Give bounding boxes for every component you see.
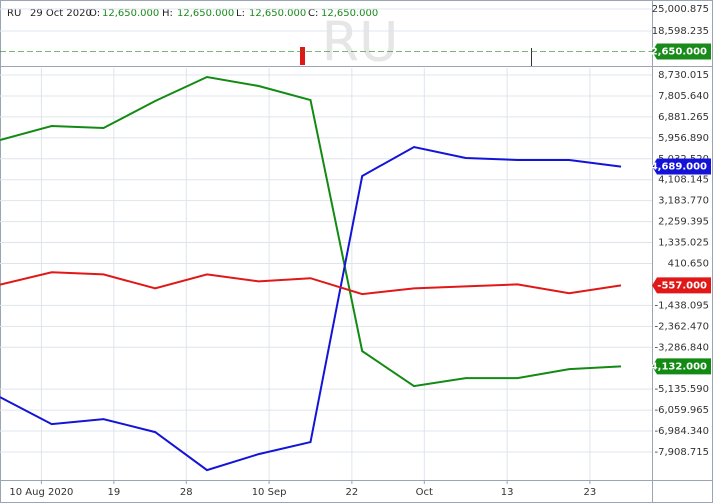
y-tick-label: 25,000.875 xyxy=(652,4,709,15)
y-tick-label: 410.650 xyxy=(668,258,709,269)
y-tick-label: 5,956.890 xyxy=(658,133,709,144)
y-tick-label: -5,135.590 xyxy=(654,384,709,395)
y-tick-label: -7,908.715 xyxy=(654,447,709,458)
price-badge xyxy=(652,358,711,375)
series-line xyxy=(0,75,622,388)
y-tick-label: 3,183.770 xyxy=(658,196,709,207)
high: 12,650.000 xyxy=(177,8,234,19)
price-badge-label: 12,650.000 xyxy=(644,46,707,57)
header: RU 29 Oct 2020 O: 12,650.000 H: 12,650.0… xyxy=(7,8,378,19)
low: 12,650.000 xyxy=(249,8,306,19)
close: 12,650.000 xyxy=(321,8,378,19)
y-tick-label: -1,438.095 xyxy=(654,300,709,311)
price-badge xyxy=(652,277,711,294)
y-tick-label: -2,362.470 xyxy=(654,321,709,332)
x-tick-label: 22 xyxy=(346,487,359,498)
date: 29 Oct 2020 xyxy=(30,8,92,19)
series-line xyxy=(0,145,622,472)
y-tick-label: 1,335.025 xyxy=(658,238,709,249)
y-tick-label: -3,286.840 xyxy=(654,342,709,353)
label: O: xyxy=(89,8,100,19)
x-tick-label: 13 xyxy=(501,487,514,498)
y-tick-label: 4,108.145 xyxy=(658,175,709,186)
y-tick-label: -6,059.965 xyxy=(654,405,709,416)
series-line xyxy=(0,271,622,296)
symbol: RU xyxy=(7,8,21,19)
x-tick-label: 10 Sep xyxy=(252,487,287,498)
x-tick-label: 23 xyxy=(584,487,597,498)
y-tick-label: 2,259.395 xyxy=(658,217,709,228)
x-tick-label: 19 xyxy=(107,487,120,498)
price-badge-label: -4,132.000 xyxy=(647,361,707,372)
y-tick-label: 7,805.640 xyxy=(658,91,709,102)
price-badge xyxy=(652,158,711,175)
y-tick-label: 18,598.235 xyxy=(652,26,709,37)
candle xyxy=(300,47,305,65)
x-tick-label: 28 xyxy=(180,487,193,498)
watermark: RU xyxy=(321,11,398,74)
label: L: xyxy=(236,8,245,19)
y-tick-label: 6,881.265 xyxy=(658,112,709,123)
price-badge-label: 4,689.000 xyxy=(651,162,707,173)
y-tick-label: -6,984.340 xyxy=(654,426,709,437)
price-badge-label: -557.000 xyxy=(657,280,707,291)
label: C: xyxy=(308,8,318,19)
x-tick-label: Oct xyxy=(416,487,433,498)
open: 12,650.000 xyxy=(102,8,159,19)
price-badge xyxy=(652,43,711,60)
label: H: xyxy=(162,8,173,19)
y-tick-label: 8,730.015 xyxy=(658,70,709,81)
x-tick-label: 10 Aug 2020 xyxy=(9,487,73,498)
